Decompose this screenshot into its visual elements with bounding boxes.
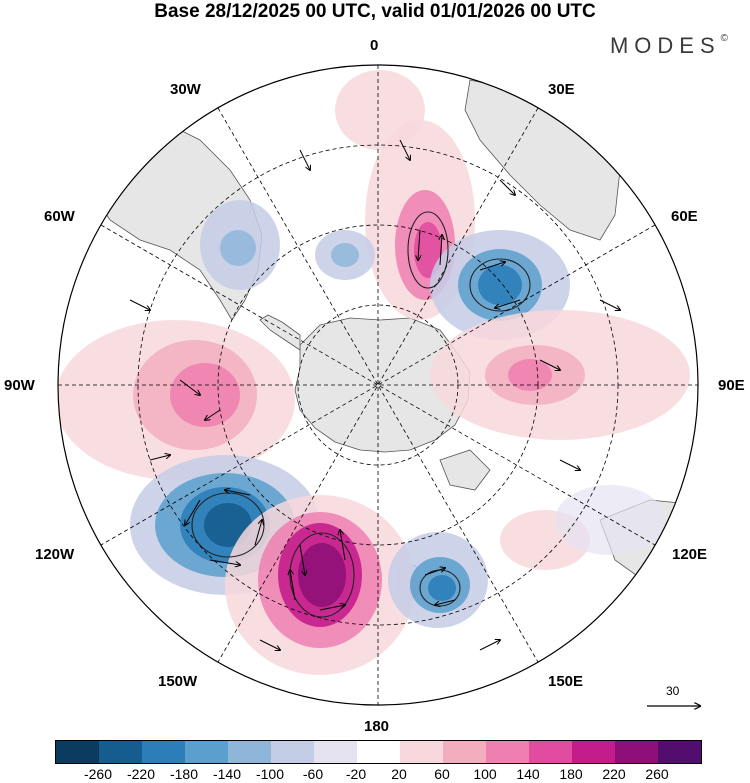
chart-title: Base 28/12/2025 00 UTC, valid 01/01/2026…	[154, 1, 596, 22]
lon-label-180: 180	[364, 718, 390, 735]
colorbar-tick-label: -180	[169, 766, 199, 782]
colorbar-tick-label: 20	[391, 766, 407, 782]
lon-label-150e: 150E	[548, 673, 584, 690]
map-border	[57, 64, 699, 706]
reference-vector-label: 30	[666, 684, 680, 698]
colorbar-tick-label: -20	[345, 766, 367, 782]
colorbar-tick-label: -260	[83, 766, 113, 782]
colorbar-tick-label: 100	[473, 766, 497, 782]
colorbar-tick-label: -60	[302, 766, 324, 782]
colorbar-tick-label: -140	[212, 766, 242, 782]
wind-vectors	[129, 139, 620, 650]
lon-label-60e: 60E	[671, 208, 698, 225]
colorbar-swatch	[142, 741, 185, 763]
south-georgia	[439, 449, 491, 491]
antarctic-peninsula	[259, 314, 301, 351]
colorbar-tick-label: -220	[126, 766, 156, 782]
lon-label-150w: 150W	[158, 673, 198, 690]
colorbar-swatch	[99, 741, 142, 763]
contours	[191, 211, 531, 618]
lon-label-60w: 60W	[44, 208, 75, 225]
colorbar-tick-label: 260	[645, 766, 669, 782]
lon-label-30e: 30E	[548, 81, 575, 98]
colorbar-swatch	[572, 741, 615, 763]
colorbar-swatch	[486, 741, 529, 763]
lon-label-120w: 120W	[35, 546, 75, 563]
colorbar-swatch	[400, 741, 443, 763]
lon-label-90e: 90E	[718, 377, 745, 394]
lon-label-0: 0	[370, 37, 379, 54]
colorbar-swatch	[314, 741, 357, 763]
colorbar-swatch	[357, 741, 400, 763]
lon-label-90w: 90W	[4, 377, 35, 394]
colorbar-swatch	[56, 741, 99, 763]
graticule	[58, 65, 698, 705]
colorbar-tick-label: 220	[602, 766, 626, 782]
logo-mark: ©	[720, 33, 728, 44]
colorbar-swatch	[271, 741, 314, 763]
colorbar-tick-label: 60	[434, 766, 450, 782]
colorbar-swatch	[529, 741, 572, 763]
colorbar-swatch	[658, 741, 701, 763]
lon-label-120e: 120E	[672, 546, 708, 563]
colorbar-swatch	[443, 741, 486, 763]
colorbar	[55, 740, 702, 764]
colorbar-tick-label: 180	[559, 766, 583, 782]
colorbar-swatch	[615, 741, 658, 763]
colorbar-swatch	[228, 741, 271, 763]
colorbar-swatch	[185, 741, 228, 763]
lon-label-30w: 30W	[170, 81, 201, 98]
colorbar-tick-label: 140	[516, 766, 540, 782]
colorbar-tick-label: -100	[255, 766, 285, 782]
modes-logo: MODES©	[609, 33, 728, 58]
